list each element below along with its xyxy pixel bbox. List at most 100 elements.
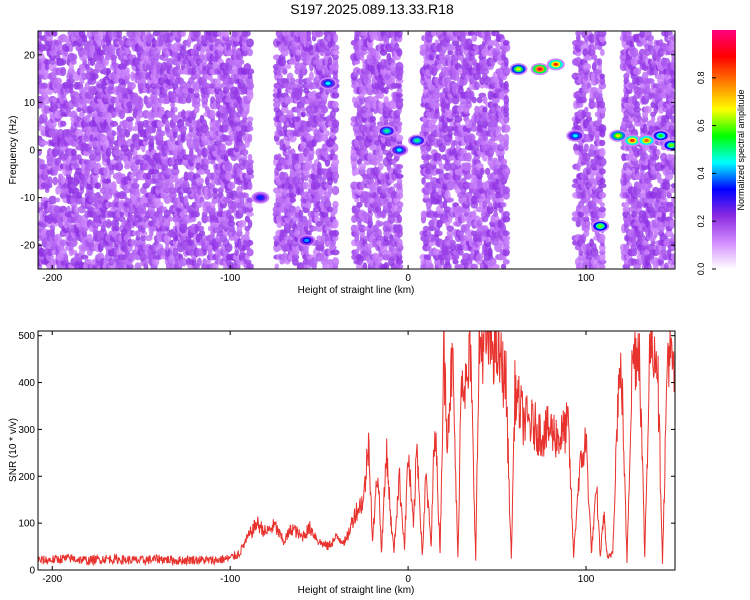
spectrogram-cell xyxy=(502,259,510,265)
spectrogram-cell xyxy=(395,134,404,142)
spectrogram-cell xyxy=(503,80,509,91)
spectrogram-cell xyxy=(129,82,136,90)
spectrogram-cell xyxy=(321,134,329,142)
spectrogram-cell xyxy=(436,63,443,70)
spectrogram-cell xyxy=(59,33,68,43)
spectrogram-cell xyxy=(201,39,209,47)
spectrogram-cell xyxy=(503,95,510,105)
spectrogram-cell xyxy=(319,38,326,48)
spectrogram-cell xyxy=(44,95,50,105)
spectrogram-cell xyxy=(94,182,102,190)
spectrogram-cell xyxy=(314,211,320,218)
spectrogram-cell xyxy=(199,225,205,232)
spectrogram-cell xyxy=(203,259,212,265)
spectrogram-cell xyxy=(209,109,216,119)
spectrogram-cell xyxy=(591,54,598,61)
spectrogram-cell xyxy=(180,31,187,38)
spectrogram-cell xyxy=(130,239,136,247)
spectrogram-cell xyxy=(356,201,363,208)
spectrogram-cell xyxy=(246,116,254,122)
spectrogram-cell xyxy=(332,101,339,109)
spectrogram-cell xyxy=(578,101,584,108)
spectrogram-cell xyxy=(598,124,607,134)
spectrogram-cell xyxy=(358,163,367,171)
spectrogram-cell xyxy=(172,163,179,170)
spectrogram-cell xyxy=(434,97,440,103)
spectrogram-cell xyxy=(438,172,446,180)
spectrogram-cell xyxy=(636,253,643,261)
spectrogram-cell xyxy=(246,239,254,246)
spectrogram-cell xyxy=(599,77,606,85)
spectrogram-cell xyxy=(111,180,117,191)
spectrogram-cell xyxy=(246,125,254,132)
spectrogram-cell xyxy=(622,263,631,269)
spectrogram-cell xyxy=(118,109,126,120)
spectrogram-cell xyxy=(44,62,50,71)
spectrogram-cell xyxy=(153,257,160,266)
spectrogram-cell xyxy=(308,71,314,81)
spectrogram-cell xyxy=(38,125,46,132)
spectrogram-cell xyxy=(487,201,493,208)
spectrogram-cell xyxy=(586,162,592,171)
spectrogram-cell xyxy=(247,153,253,161)
spectrogram-cell xyxy=(465,152,472,163)
spectrogram-cell xyxy=(454,115,463,123)
spectrogram-cell xyxy=(500,202,507,208)
spectrogram-cell xyxy=(396,87,403,94)
spectrogram-cell xyxy=(332,153,339,161)
spectrogram-cell xyxy=(436,230,443,237)
spectrogram-cell xyxy=(332,218,339,229)
spectrogram-cell xyxy=(246,159,254,165)
spectrogram-cell xyxy=(124,197,130,203)
spectrogram-cell xyxy=(68,73,74,80)
spectrogram-cell xyxy=(196,257,202,267)
spectrogram-cell xyxy=(383,197,390,203)
spectrogram-cell xyxy=(458,248,464,256)
spectrogram-cell xyxy=(111,110,117,118)
spectrogram-cell xyxy=(436,59,443,65)
spectrogram-cell xyxy=(48,195,57,205)
spectrogram-cell xyxy=(362,176,368,186)
spectrogram-cell xyxy=(53,205,62,214)
spectrogram-cell xyxy=(243,31,251,37)
spectrogram-cell xyxy=(179,257,188,267)
spectrogram-cell xyxy=(369,115,376,123)
spectrogram-cell xyxy=(246,248,254,257)
spectrogram-cell xyxy=(135,235,141,241)
spectrogram-cell xyxy=(452,259,459,265)
spectrogram-cell xyxy=(86,259,94,265)
spectrogram-cell xyxy=(247,120,253,127)
spectrogram-cell xyxy=(363,191,372,199)
spectrogram-cell xyxy=(180,130,187,137)
spectrogram-cell xyxy=(116,31,123,39)
spectrogram-cell xyxy=(582,152,591,162)
spectrogram-cell xyxy=(582,219,591,229)
spectrogram-cell xyxy=(207,145,213,151)
spectrogram-cell xyxy=(94,148,102,157)
spectrogram-cell xyxy=(473,81,480,91)
spectrogram-cell xyxy=(332,54,339,61)
spectrogram-cell xyxy=(331,257,340,267)
spectrogram-cell xyxy=(591,44,598,51)
spectrogram-cell xyxy=(321,105,329,114)
spectrogram-cell xyxy=(322,125,328,132)
spectrogram-cell xyxy=(158,31,166,38)
spectrogram-cell xyxy=(179,48,188,57)
spectrogram-cell xyxy=(331,49,340,56)
spectrogram-cell xyxy=(115,162,124,172)
spectrogram-cell xyxy=(479,82,486,89)
spectrogram-cell xyxy=(209,159,216,165)
spectrogram-cell xyxy=(179,96,188,105)
spectrogram-cell xyxy=(439,163,446,170)
spectrogram-cell xyxy=(354,31,360,38)
spectrogram-cell xyxy=(502,230,510,237)
spectrogram-cell xyxy=(423,234,430,242)
spectrogram-cell xyxy=(227,220,236,227)
spectrogram-cell xyxy=(377,162,384,171)
spectrogram-cell xyxy=(247,73,253,80)
spectrogram-cell xyxy=(246,211,254,217)
spectrogram-cell xyxy=(486,39,495,47)
spectrogram-cell xyxy=(382,249,390,256)
spectrogram-cell xyxy=(324,216,331,222)
spectrogram-cell xyxy=(446,125,455,132)
